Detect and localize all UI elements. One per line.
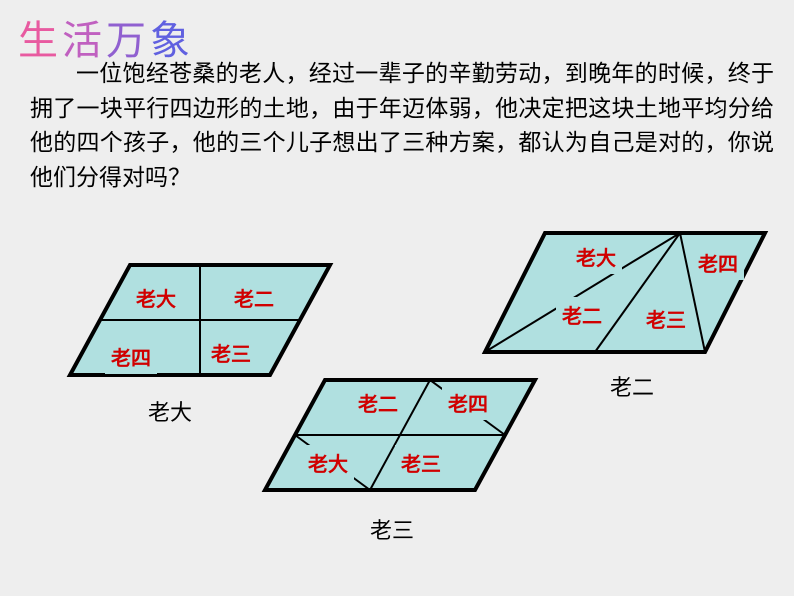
diagram-area: 老大 老二 老四 老三 老大 老二 老四 老大 老三 老三 老大 老四 老二 老… — [0, 225, 794, 595]
d2-label-laosi: 老四 — [442, 385, 494, 420]
d1-label-laosan: 老三 — [205, 335, 257, 370]
d1-caption: 老大 — [148, 395, 192, 427]
d2-label-laoda: 老大 — [302, 445, 354, 480]
d1-label-laoda: 老大 — [130, 280, 182, 315]
diagram-1-svg — [60, 255, 340, 385]
d1-label-laoer: 老二 — [228, 280, 280, 315]
d1-label-laosi: 老四 — [105, 339, 157, 374]
d3-label-laosi: 老四 — [692, 245, 744, 280]
d2-label-laosan: 老三 — [395, 445, 447, 480]
d2-caption: 老三 — [370, 513, 414, 545]
d3-caption: 老二 — [610, 370, 654, 402]
body-paragraph: 一位饱经苍桑的老人，经过一辈子的辛勤劳动，到晚年的时候，终于拥了一块平行四边形的… — [30, 56, 774, 194]
d3-label-laosan: 老三 — [640, 301, 692, 336]
d3-label-laoda: 老大 — [570, 239, 622, 274]
d3-label-laoer: 老二 — [556, 297, 608, 332]
d2-label-laoer: 老二 — [352, 385, 404, 420]
